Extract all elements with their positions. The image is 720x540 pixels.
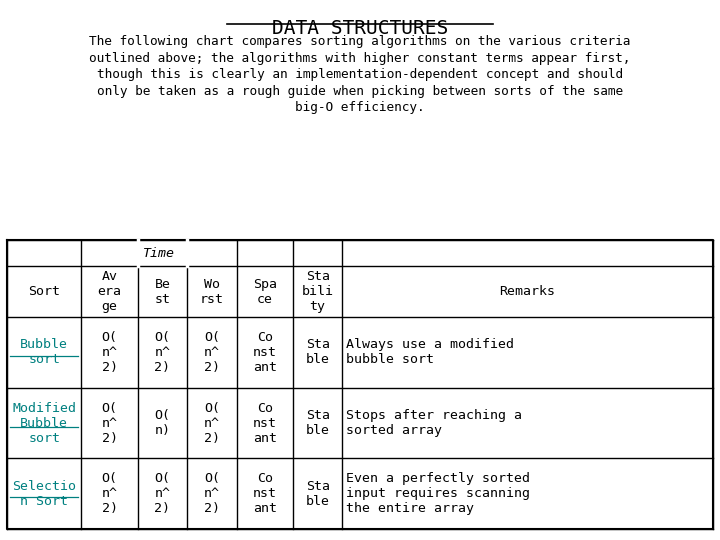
Text: O(
n^
2): O( n^ 2): [204, 472, 220, 515]
Text: Always use a modified
bubble sort: Always use a modified bubble sort: [346, 338, 514, 366]
Text: O(
n): O( n): [154, 409, 171, 437]
Text: Sort: Sort: [28, 285, 60, 298]
Text: Sta
ble: Sta ble: [306, 338, 330, 366]
Text: O(
n^
2): O( n^ 2): [204, 402, 220, 444]
Text: Co
nst
ant: Co nst ant: [253, 472, 276, 515]
Text: DATA STRUCTURES: DATA STRUCTURES: [272, 19, 448, 38]
Text: The following chart compares sorting algorithms on the various criteria
outlined: The following chart compares sorting alg…: [89, 35, 631, 114]
Text: Bubble
sort: Bubble sort: [20, 338, 68, 366]
Text: Co
nst
ant: Co nst ant: [253, 402, 276, 444]
Text: Remarks: Remarks: [500, 285, 556, 298]
Text: Modified
Bubble
sort: Modified Bubble sort: [12, 402, 76, 444]
Text: Wo
rst: Wo rst: [200, 278, 224, 306]
Text: O(
n^
2): O( n^ 2): [102, 402, 117, 444]
Text: Be
st: Be st: [154, 278, 171, 306]
Text: O(
n^
2): O( n^ 2): [154, 330, 171, 374]
Text: O(
n^
2): O( n^ 2): [204, 330, 220, 374]
Text: Co
nst
ant: Co nst ant: [253, 330, 276, 374]
Text: Time: Time: [143, 247, 175, 260]
Text: O(
n^
2): O( n^ 2): [102, 472, 117, 515]
Text: O(
n^
2): O( n^ 2): [154, 472, 171, 515]
Text: Selectio
n Sort: Selectio n Sort: [12, 480, 76, 508]
Text: Av
era
ge: Av era ge: [97, 270, 122, 313]
Text: Spa
ce: Spa ce: [253, 278, 276, 306]
Text: Sta
ble: Sta ble: [306, 480, 330, 508]
Text: Sta
ble: Sta ble: [306, 409, 330, 437]
Text: Even a perfectly sorted
input requires scanning
the entire array: Even a perfectly sorted input requires s…: [346, 472, 530, 515]
Text: O(
n^
2): O( n^ 2): [102, 330, 117, 374]
Text: Stops after reaching a
sorted array: Stops after reaching a sorted array: [346, 409, 522, 437]
Text: Sta
bili
ty: Sta bili ty: [302, 270, 333, 313]
